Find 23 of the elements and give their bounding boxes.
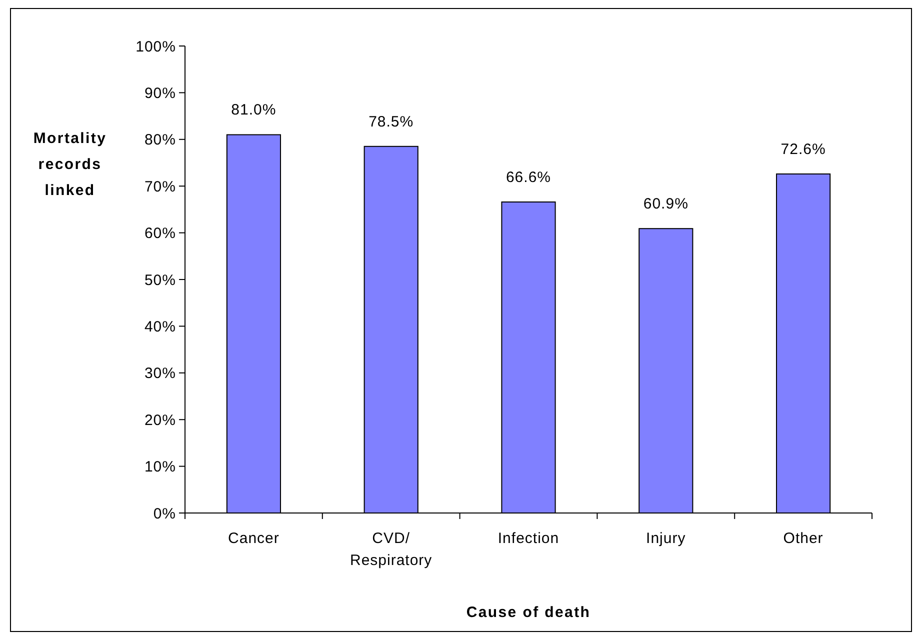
data-label: 78.5% xyxy=(368,113,414,130)
x-tick-label: Infection xyxy=(498,530,560,547)
y-axis-title: Mortality records linked xyxy=(33,130,107,199)
y-tick-label: 10% xyxy=(144,458,176,476)
data-label: 60.9% xyxy=(643,196,688,213)
y-tick-label: 70% xyxy=(144,178,176,196)
y-tick-label: 40% xyxy=(144,318,176,336)
y-tick-label: 50% xyxy=(144,272,176,289)
y-tick-label: 90% xyxy=(144,84,176,102)
y-tick-label: 80% xyxy=(144,132,176,149)
x-tick-label: Cancer xyxy=(228,530,280,547)
x-tick-label: Injury xyxy=(646,530,686,547)
y-tick-label: 60% xyxy=(144,225,176,242)
x-axis-title: Cause of death xyxy=(466,604,591,621)
data-label: 72.6% xyxy=(780,140,826,158)
y-tick-label: 0% xyxy=(153,505,176,522)
y-tick-label: 20% xyxy=(144,412,176,429)
x-tick-label: Other xyxy=(783,530,824,547)
y-tick-label: 30% xyxy=(144,365,176,382)
data-label: 66.6% xyxy=(506,168,552,186)
y-tick-label: 100% xyxy=(136,38,176,56)
x-tick-label: CVD/ Respiratory xyxy=(350,530,432,569)
data-label: 81.0% xyxy=(231,102,276,119)
